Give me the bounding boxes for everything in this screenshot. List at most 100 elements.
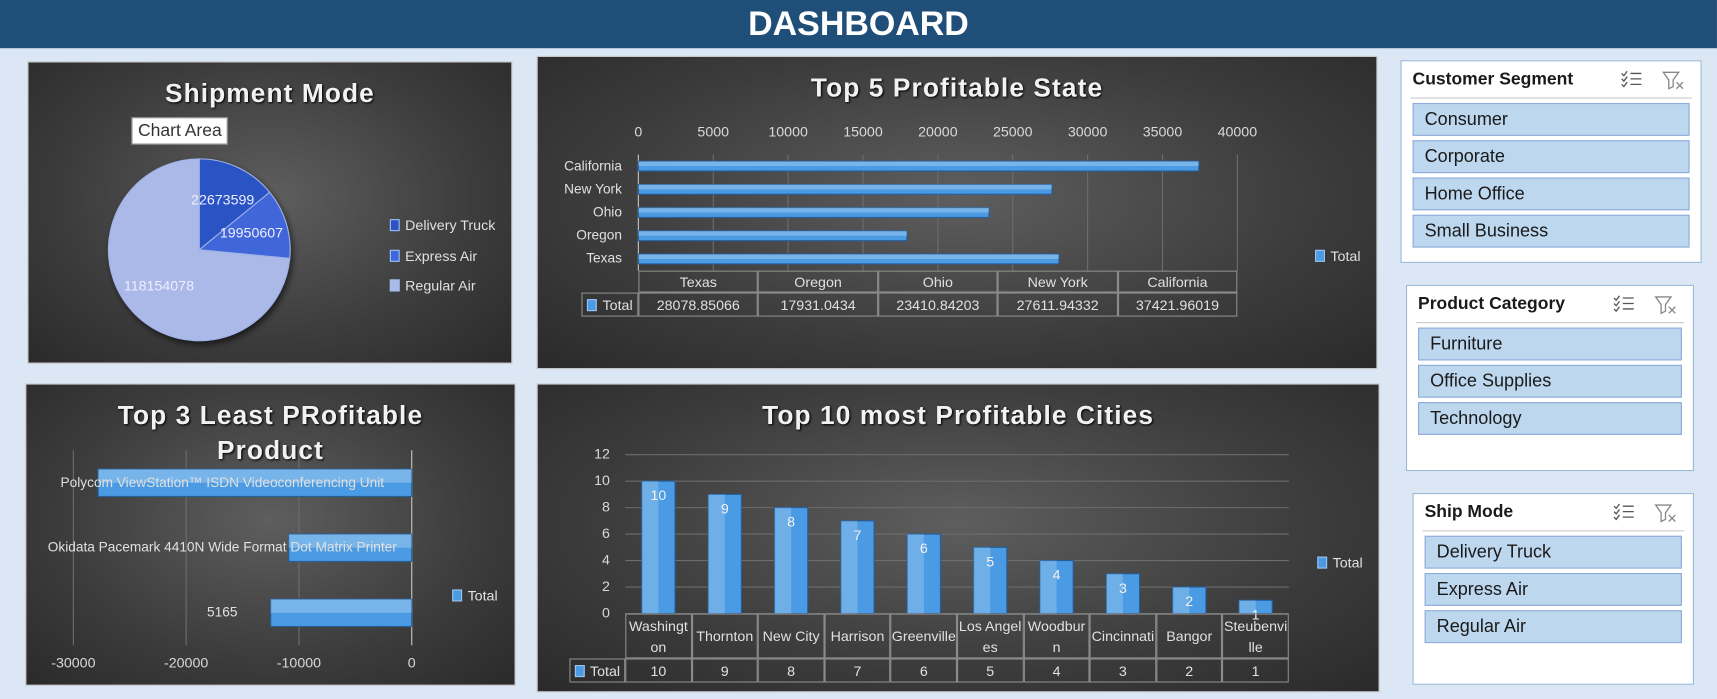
slicer-item[interactable]: Regular Air: [1424, 610, 1682, 644]
bar: [973, 546, 1008, 615]
bar: [637, 230, 908, 242]
legend-label: Delivery Truck: [405, 216, 496, 234]
bar: [637, 160, 1200, 172]
table-value-cell: 10: [625, 658, 692, 683]
table-header-cell: Oregon: [758, 270, 878, 293]
bar-shine: [638, 230, 907, 236]
bar: [906, 533, 941, 615]
bar-shine: [840, 520, 858, 614]
chart-panel: 0 5000 10000 15000 20000 25000 30000 35000 40000…: [536, 55, 1378, 370]
table-header-cell: New York: [997, 270, 1118, 293]
bar-shine: [907, 534, 924, 614]
bar-shine: [638, 207, 989, 213]
table-value-cell: 1: [1222, 658, 1289, 683]
slicer-icons[interactable]: [1610, 294, 1687, 318]
chart-plot: 22673599 19950607 118154078: [107, 158, 291, 342]
bar-shine: [98, 469, 412, 483]
x-tick-label: 10000: [768, 124, 808, 140]
bar: [637, 183, 1053, 195]
y-tick-label: 0: [602, 605, 610, 621]
slicer-item[interactable]: Corporate: [1412, 140, 1690, 174]
y-tick-label: 2: [602, 579, 610, 595]
slicer-item[interactable]: Office Supplies: [1418, 364, 1682, 398]
slicer-item[interactable]: Delivery Truck: [1424, 535, 1682, 569]
slicer-item[interactable]: Small Business: [1412, 214, 1690, 248]
x-tick-label: 5000: [697, 124, 729, 140]
data-label: 4: [1053, 568, 1061, 584]
legend-marker: [389, 249, 400, 262]
chart-panel: -30000 -20000 -10000 0 5165 Okidata Pacemark …: [25, 383, 516, 686]
table-header-cell: Thornton: [691, 613, 758, 659]
icon-clear: [1668, 306, 1676, 314]
slicer-title: Customer Segment: [1412, 70, 1574, 89]
legend-marker: [574, 664, 585, 677]
icon-check: [1613, 306, 1621, 313]
x-tick-label: 40000: [1218, 124, 1258, 140]
data-label: 2: [1185, 594, 1193, 610]
pie-slice: [107, 158, 291, 342]
y-tick-label: 6: [602, 526, 610, 542]
bar: [1172, 586, 1207, 615]
chart-panel: 0 2 4 6 8 10 12 10 9 8 7 6 5 4 3 2 1 Washington 10 Thornton…: [536, 383, 1380, 693]
bar: [1238, 599, 1273, 615]
bar: [637, 253, 1060, 265]
icon-clear: [1668, 514, 1676, 522]
bar-shine: [270, 599, 412, 613]
data-label: 118154078: [124, 278, 194, 294]
data-label: 22673599: [191, 192, 254, 208]
y-tick-label: 8: [602, 499, 610, 515]
slicer-icons[interactable]: [1617, 69, 1694, 93]
y-tick-label: Texas: [586, 250, 622, 267]
table-value-cell: 9: [691, 658, 758, 683]
legend-label: Total: [602, 296, 633, 313]
slicer-rule: [1410, 97, 1692, 99]
table-value-cell: 4: [1023, 658, 1090, 683]
table-header-cell: Bangor: [1156, 613, 1223, 659]
legend-marker: [389, 279, 400, 292]
icon-filter: [1654, 504, 1673, 523]
icon-check: [1613, 514, 1621, 521]
icon-check: [1621, 81, 1628, 88]
icon-check: [1621, 76, 1628, 83]
bar: [840, 520, 875, 615]
legend-item: Express Air: [389, 247, 477, 265]
bar: [774, 507, 809, 615]
y-tick-label: 12: [594, 446, 610, 462]
icon-check: [1613, 300, 1621, 307]
chart-plot: -30000 -20000 -10000 0: [51, 450, 416, 672]
bar-shine: [288, 534, 412, 548]
legend-item: Delivery Truck: [389, 216, 496, 235]
table-header-cell: Ohio: [877, 270, 998, 293]
bar-shine: [1106, 573, 1123, 614]
table-header-cell: Harrison: [824, 613, 891, 659]
data-label: 7: [854, 528, 862, 544]
slicer-item[interactable]: Consumer: [1412, 102, 1690, 136]
y-tick-label: Oregon: [576, 227, 622, 243]
x-tick-label: 0: [408, 656, 416, 672]
slicer-item[interactable]: Technology: [1418, 402, 1682, 435]
slicer-icons[interactable]: [1610, 502, 1687, 526]
slicer-item[interactable]: Furniture: [1418, 327, 1682, 361]
legend-item: Regular Air: [389, 277, 476, 295]
bar-shine: [708, 494, 725, 614]
data-label: 8: [787, 515, 795, 531]
icon-filter: [1654, 296, 1673, 315]
y-tick-label: New York: [564, 181, 622, 197]
table-value-cell: 2: [1156, 658, 1223, 683]
table-header-cell: Texas: [638, 270, 759, 293]
table-header-cell: Cincinnati: [1089, 613, 1157, 659]
slicer-title: Ship Mode: [1424, 502, 1514, 522]
bar-shine: [638, 161, 1199, 167]
bar-shine: [1239, 600, 1256, 614]
chart-title: Top 5 Profitable State: [810, 73, 1104, 103]
table-header-cell: California: [1117, 270, 1238, 293]
slicer: Ship Mode Delivery Truck Express Air Regula…: [1412, 493, 1694, 685]
pie-slice: [197, 191, 291, 260]
x-tick-label: -10000: [277, 656, 321, 672]
slicer-item[interactable]: Home Office: [1412, 177, 1690, 211]
slicer-item[interactable]: Express Air: [1424, 572, 1682, 606]
icon-check: [1613, 509, 1621, 515]
x-tick-label: 20000: [918, 124, 958, 140]
bar-shine: [1039, 560, 1057, 614]
